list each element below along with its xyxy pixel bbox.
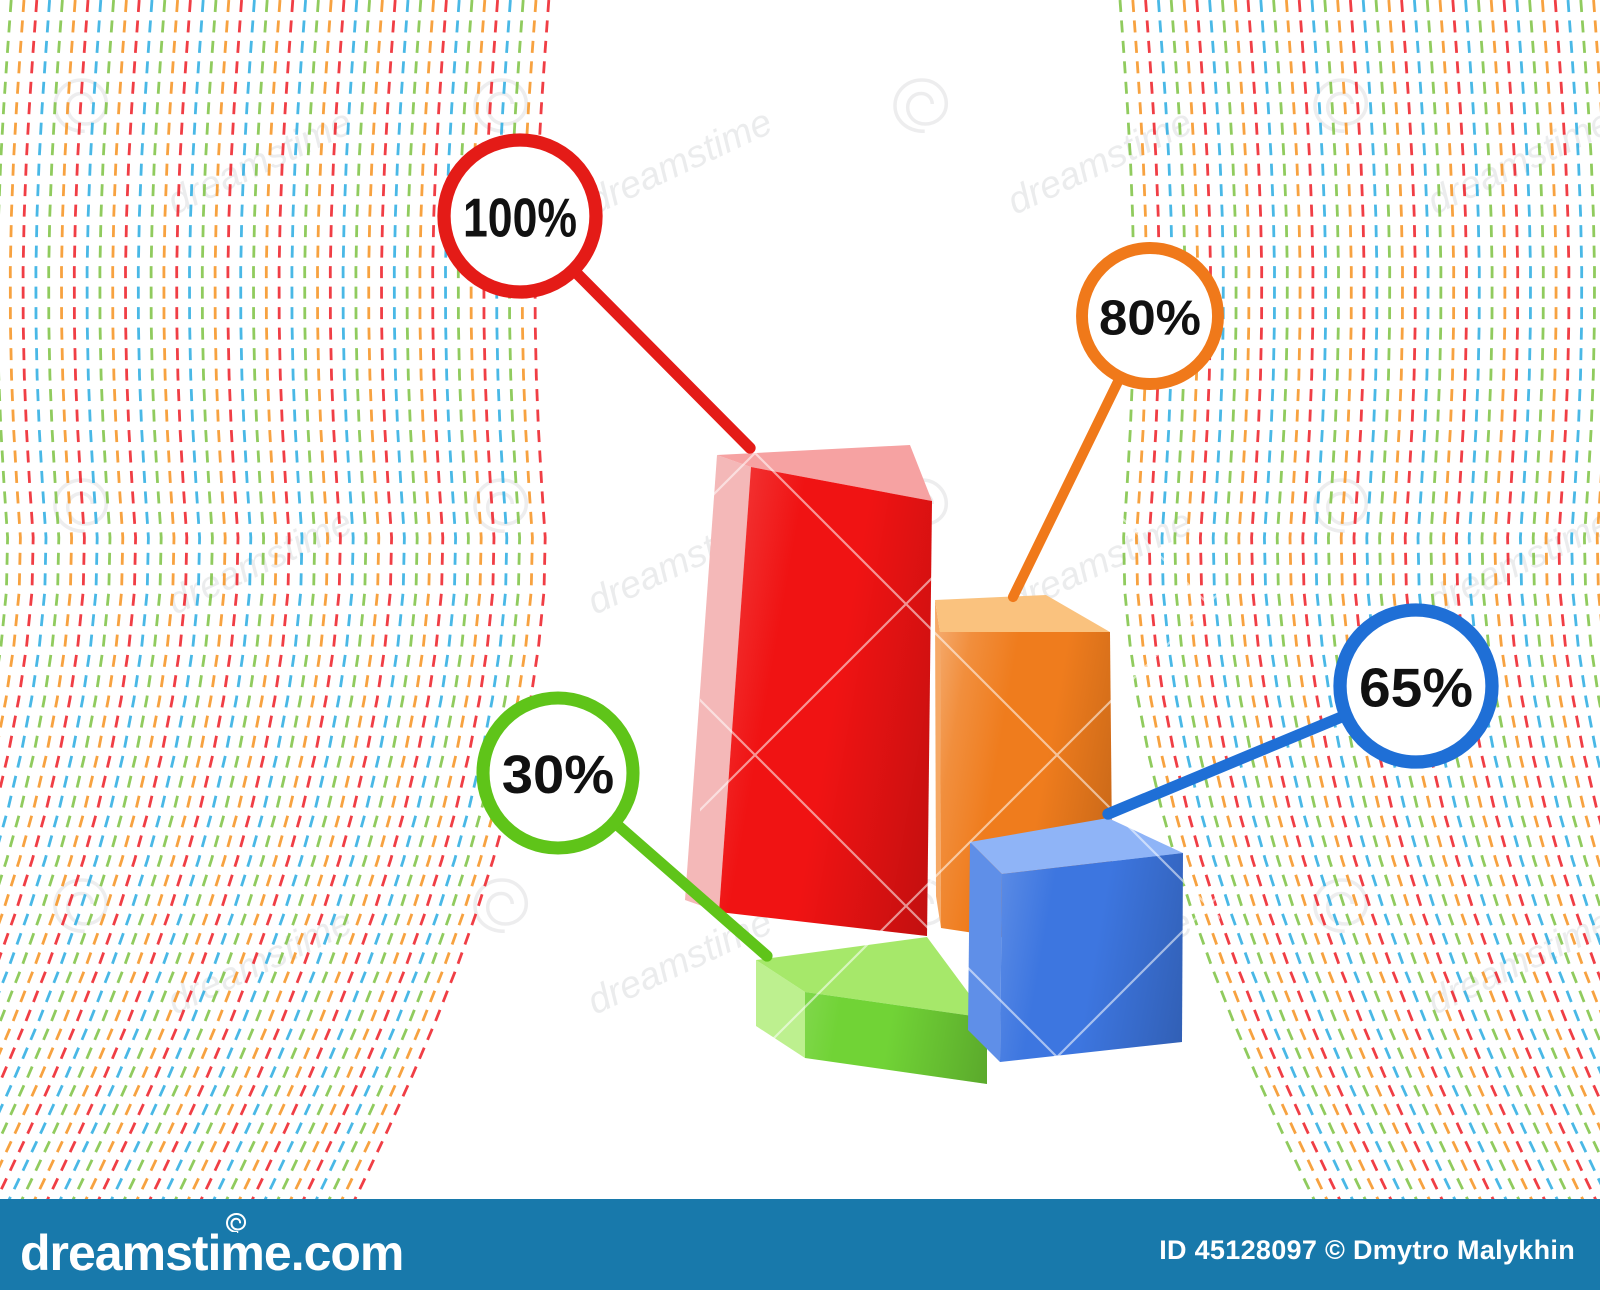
svg-text:30%: 30% <box>502 745 615 805</box>
svg-text:65%: 65% <box>1359 657 1473 719</box>
svg-text:100%: 100% <box>463 187 577 249</box>
svg-text:dreamstime.com: dreamstime.com <box>20 1225 403 1281</box>
svg-text:80%: 80% <box>1099 291 1201 345</box>
